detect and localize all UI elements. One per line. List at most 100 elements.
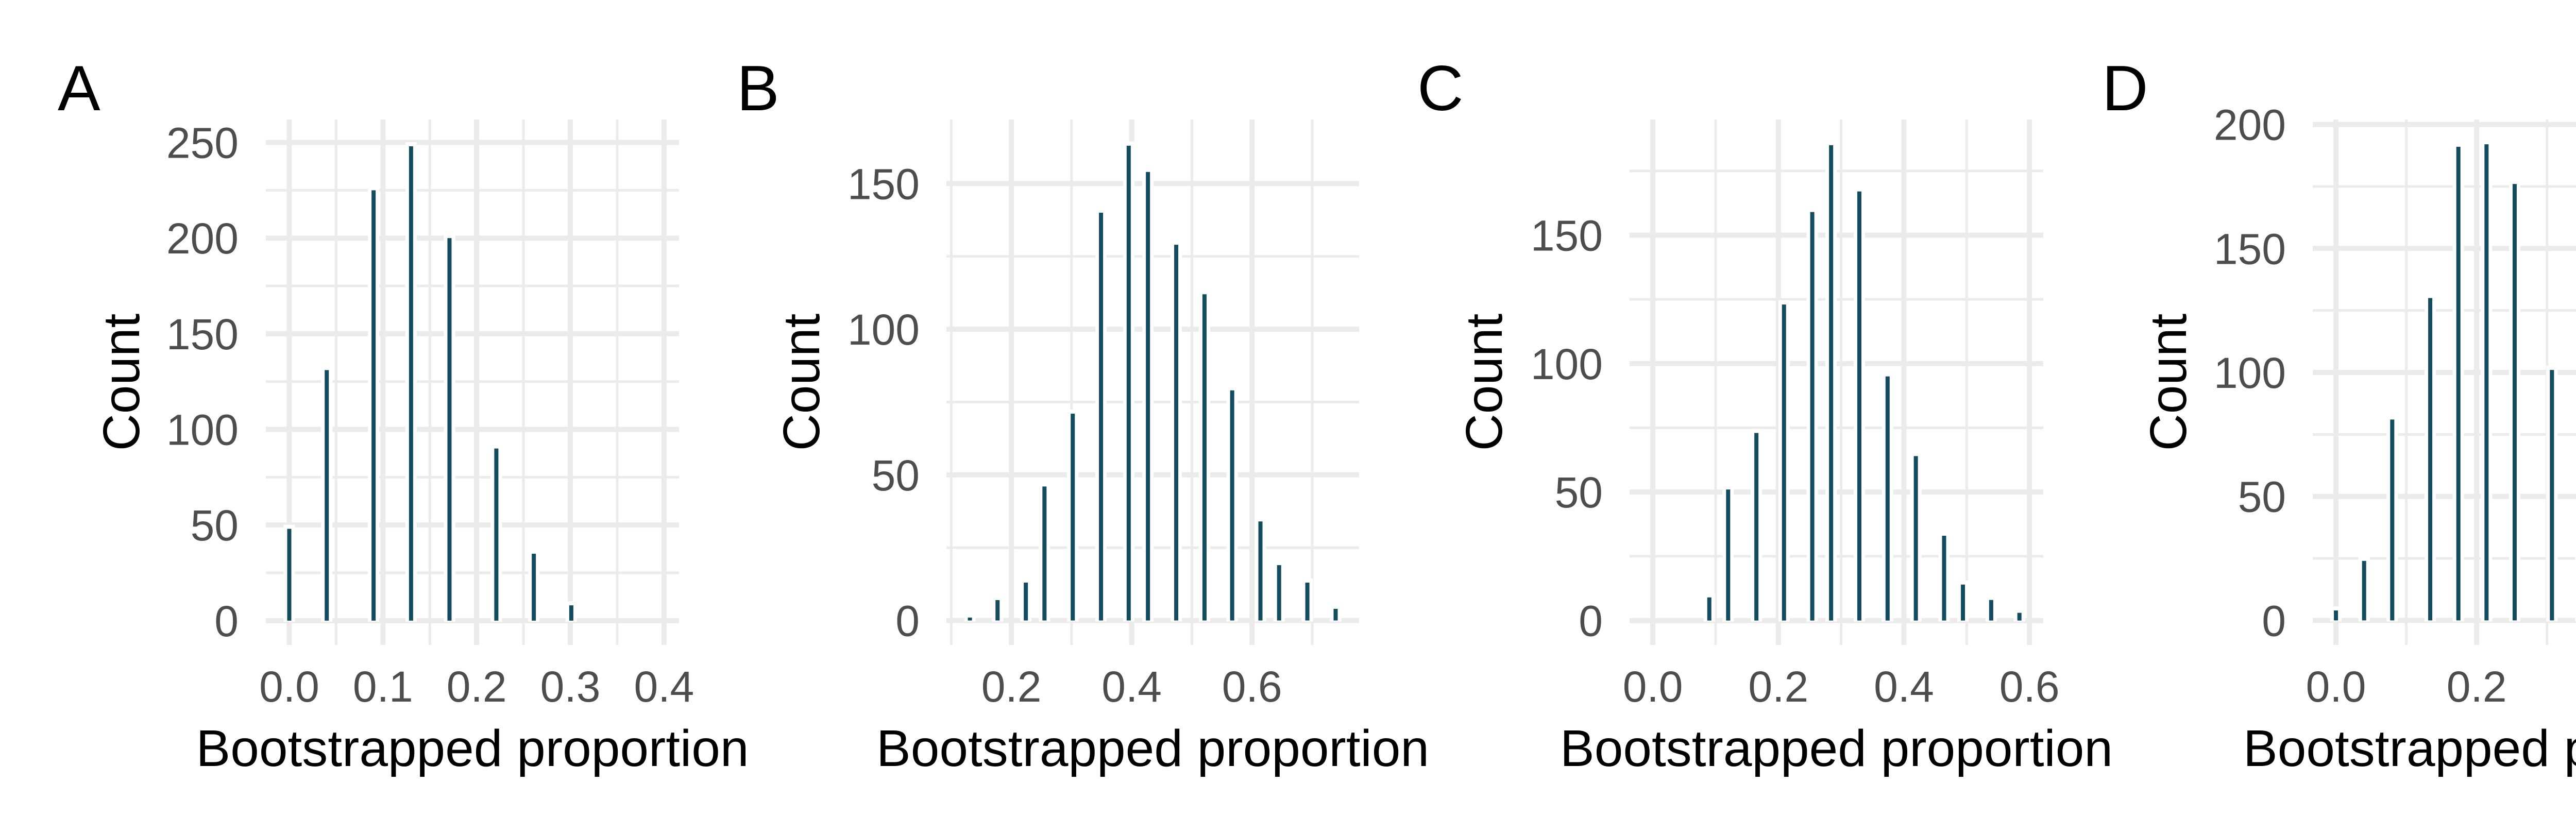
histogram-bar (2334, 610, 2338, 621)
histogram-bar (1042, 486, 1047, 621)
y-tick-label: 200 (2214, 101, 2286, 149)
x-tick-label: 0.3 (540, 662, 601, 711)
histogram-bar (1857, 191, 1861, 621)
y-tick-label: 50 (1555, 468, 1603, 517)
x-axis-title: Bootstrapped proportion (2243, 720, 2576, 777)
histogram-bar (494, 448, 499, 621)
histogram-bar (1885, 376, 1890, 621)
y-tick-label: 100 (2214, 349, 2286, 397)
histogram-bar (532, 553, 536, 621)
histogram-bar (1024, 583, 1028, 621)
y-tick-label: 0 (895, 597, 920, 645)
histogram-bar (1754, 433, 1759, 621)
x-tick-label: 0.2 (2447, 662, 2507, 711)
histogram-bar (1277, 565, 1281, 621)
y-tick-label: 0 (2262, 597, 2286, 645)
histogram-bar (2484, 144, 2489, 621)
y-axis-title: Count (1455, 313, 1513, 451)
y-tick-label: 200 (166, 214, 239, 263)
y-tick-label: 100 (166, 406, 239, 454)
histogram-bar (1989, 600, 1993, 621)
y-tick-label: 250 (166, 119, 239, 167)
x-tick-label: 0.4 (1874, 662, 1934, 711)
histogram-bar (995, 600, 1000, 621)
histogram-bar (409, 146, 413, 621)
histogram-bar (287, 529, 292, 621)
histogram-bar (1810, 212, 1815, 621)
x-tick-label: 0.2 (447, 662, 507, 711)
panel-label: B (737, 53, 779, 124)
panel-a: A 0 50 100 150 200 250 0.0 0.1 0.2 0.3 0.4 Bootst… (58, 53, 749, 777)
bar-outline (964, 613, 976, 622)
x-tick-label: 0.1 (353, 662, 413, 711)
bars (283, 142, 577, 622)
histogram-bar (968, 617, 972, 621)
x-tick-label: 0.6 (1222, 662, 1282, 711)
x-tick-label: 0.4 (634, 662, 694, 711)
histogram-bar (2550, 370, 2554, 621)
y-tick-labels: 0 50 100 150 200 (2214, 101, 2286, 645)
x-axis-title: Bootstrapped proportion (196, 720, 749, 777)
histogram-bar (2428, 298, 2433, 621)
y-axis-title: Count (773, 313, 831, 451)
y-tick-labels: 0 50 100 150 200 250 (166, 119, 239, 645)
bars (1703, 141, 2025, 622)
histogram-bar (2017, 612, 2022, 621)
histogram-bar (1099, 212, 1104, 621)
y-axis-title: Count (93, 313, 150, 451)
x-tick-label: 0.2 (1748, 662, 1808, 711)
y-tick-label: 0 (1579, 597, 1603, 645)
y-tick-label: 150 (848, 160, 920, 208)
panel-b: B 0 50 100 150 0.2 0.4 0.6 Bootstrapped propo… (737, 53, 1429, 777)
x-tick-label: 0.0 (1623, 662, 1683, 711)
histogram-bar (1333, 608, 1338, 621)
histogram-bar (1258, 521, 1263, 621)
histogram-bar (2362, 560, 2366, 621)
histogram-bar (1071, 414, 1075, 621)
panel-label: A (58, 53, 100, 124)
histogram-bar (1829, 145, 1834, 621)
histogram-bar (1126, 145, 1131, 621)
y-tick-labels: 0 50 100 150 (1531, 211, 1603, 645)
histogram-bar (325, 370, 329, 621)
x-tick-labels: 0.0 0.1 0.2 0.3 0.4 (259, 662, 694, 711)
histogram-bar (569, 605, 573, 621)
y-tick-label: 100 (1531, 340, 1603, 388)
histogram-bar (1942, 536, 1946, 621)
panel-c: C 0 50 100 150 0.0 0.2 0.4 0.6 Bootstrapped pr… (1417, 53, 2113, 777)
histogram-bar (1961, 584, 1965, 621)
histogram-bar (1707, 597, 1711, 621)
y-tick-label: 50 (191, 501, 239, 550)
histogram-bar (1782, 304, 1786, 621)
x-tick-label: 0.0 (2306, 662, 2366, 711)
panel-label: D (2102, 53, 2148, 124)
histogram-bar (1174, 245, 1179, 621)
histogram-bar (1726, 489, 1731, 621)
histogram-bar (1146, 172, 1150, 621)
histogram-bar (447, 238, 452, 621)
y-tick-label: 50 (2238, 473, 2286, 521)
y-tick-label: 100 (848, 305, 920, 354)
histogram-bar (1230, 390, 1234, 621)
histogram-bar (2456, 146, 2461, 621)
bars (2330, 140, 2576, 622)
histogram-bar (1305, 583, 1310, 621)
histogram-bar (2390, 419, 2395, 621)
histogram-bar (1202, 294, 1207, 621)
histogram-bar (2512, 184, 2517, 621)
y-tick-label: 0 (214, 597, 239, 645)
y-tick-label: 150 (2214, 225, 2286, 273)
histogram-bar (371, 190, 376, 621)
x-tick-label: 0.2 (981, 662, 1042, 711)
x-tick-labels: 0.2 0.4 0.6 (981, 662, 1282, 711)
y-tick-labels: 0 50 100 150 (848, 160, 920, 645)
y-tick-label: 50 (872, 451, 920, 500)
y-tick-label: 150 (1531, 211, 1603, 260)
x-tick-labels: 0.0 0.2 0.4 0.6 (1623, 662, 2060, 711)
bars (964, 141, 1342, 622)
x-tick-label: 0.0 (259, 662, 319, 711)
x-axis-title: Bootstrapped proportion (1560, 720, 2113, 777)
panel-label: C (1417, 53, 1464, 124)
